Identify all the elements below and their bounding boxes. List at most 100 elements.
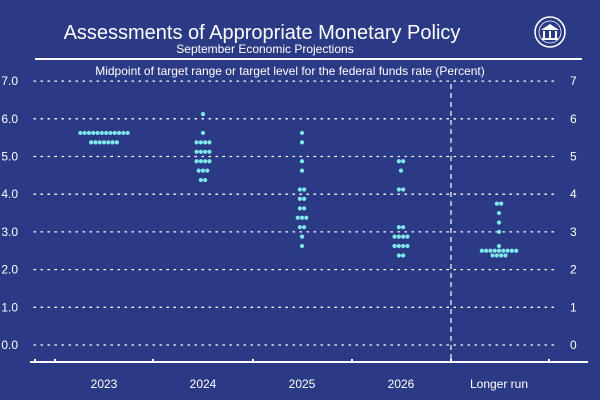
data-point bbox=[198, 140, 203, 145]
data-point bbox=[116, 130, 122, 136]
y-tick-label-left: 3.0 bbox=[1, 225, 18, 239]
data-point bbox=[401, 187, 406, 192]
data-point bbox=[494, 253, 499, 258]
data-point bbox=[200, 168, 206, 173]
data-point bbox=[396, 225, 401, 230]
federal-reserve-seal-icon bbox=[534, 16, 566, 48]
data-point bbox=[299, 243, 305, 249]
data-point bbox=[198, 177, 203, 183]
y-tick-label-right: 7 bbox=[570, 74, 577, 88]
data-point bbox=[297, 187, 302, 192]
y-tick-label-left: 5.0 bbox=[1, 150, 18, 164]
data-point bbox=[99, 130, 104, 136]
data-point bbox=[496, 220, 502, 225]
y-tick-label-left: 2.0 bbox=[1, 263, 18, 277]
data-point bbox=[198, 159, 203, 164]
data-point bbox=[302, 225, 307, 230]
data-point bbox=[496, 229, 502, 234]
data-point bbox=[89, 140, 94, 145]
y-tick-label-left: 1.0 bbox=[1, 300, 18, 314]
data-point bbox=[302, 196, 307, 202]
data-point bbox=[304, 215, 309, 220]
y-tick-label-right: 3 bbox=[570, 225, 577, 239]
data-point bbox=[302, 206, 307, 211]
data-point bbox=[106, 140, 111, 145]
data-point bbox=[207, 159, 212, 164]
x-axis bbox=[30, 359, 588, 363]
y-tick-label-left: 0.0 bbox=[1, 338, 18, 352]
data-point bbox=[203, 159, 208, 164]
data-point bbox=[86, 130, 92, 136]
data-point bbox=[401, 234, 406, 239]
data-point bbox=[200, 130, 206, 136]
data-point bbox=[205, 168, 210, 173]
data-point bbox=[295, 215, 300, 220]
data-point bbox=[93, 140, 98, 145]
data-point bbox=[114, 140, 119, 145]
data-point bbox=[484, 248, 489, 253]
data-point bbox=[490, 253, 495, 258]
data-point bbox=[392, 234, 397, 239]
data-point bbox=[196, 168, 201, 173]
data-point bbox=[496, 248, 502, 253]
data-point bbox=[396, 234, 401, 239]
data-point bbox=[207, 140, 212, 145]
data-point bbox=[494, 201, 499, 206]
data-point bbox=[121, 130, 126, 136]
data-point bbox=[488, 248, 493, 253]
y-axis-left: 0.0 1.0 2.0 3.0 4.0 5.0 6.0 7.0 bbox=[1, 74, 18, 352]
y-tick-label-left: 6.0 bbox=[1, 112, 18, 126]
data-point bbox=[499, 201, 504, 206]
y-tick-label-right: 0 bbox=[570, 338, 577, 352]
data-point bbox=[405, 234, 410, 239]
data-point bbox=[194, 140, 199, 145]
data-point bbox=[392, 243, 397, 249]
page-title: Assessments of Appropriate Monetary Poli… bbox=[64, 22, 461, 44]
data-point bbox=[91, 130, 96, 136]
data-point bbox=[299, 130, 305, 136]
data-point bbox=[299, 159, 305, 164]
y-axis-right: 0 1 2 3 4 5 6 7 bbox=[570, 74, 577, 352]
grid bbox=[33, 80, 557, 346]
data-point bbox=[112, 130, 117, 136]
data-point bbox=[95, 130, 100, 136]
data-point bbox=[396, 187, 401, 192]
data-point bbox=[398, 168, 404, 173]
x-tick-label: 2026 bbox=[388, 377, 415, 391]
data-point bbox=[101, 140, 107, 145]
x-axis-labels: 2023 2024 2025 2026 Longer run bbox=[91, 377, 528, 391]
data-point bbox=[299, 234, 305, 239]
data-point bbox=[299, 168, 305, 173]
data-point bbox=[203, 149, 208, 154]
x-tick-label: 2024 bbox=[190, 377, 217, 391]
y-tick-label-right: 6 bbox=[570, 112, 577, 126]
y-tick-label-left: 4.0 bbox=[1, 187, 18, 201]
chart-title: Midpoint of target range or target level… bbox=[95, 64, 485, 78]
data-point bbox=[207, 149, 212, 154]
data-point bbox=[108, 130, 113, 136]
data-point bbox=[401, 225, 406, 230]
data-point bbox=[200, 111, 206, 117]
data-point bbox=[299, 215, 305, 220]
y-tick-label-right: 4 bbox=[570, 187, 577, 201]
data-point bbox=[78, 130, 83, 136]
data-point bbox=[203, 177, 208, 183]
data-point bbox=[401, 159, 406, 164]
x-tick-label: Longer run bbox=[470, 377, 528, 391]
data-point bbox=[297, 225, 302, 230]
data-point bbox=[496, 243, 502, 249]
y-tick-label-right: 5 bbox=[570, 150, 577, 164]
data-point bbox=[110, 140, 115, 145]
data-point bbox=[396, 159, 401, 164]
dots bbox=[78, 111, 519, 258]
y-tick-label-left: 7.0 bbox=[1, 74, 18, 88]
data-point bbox=[479, 248, 484, 253]
data-point bbox=[299, 140, 305, 145]
data-point bbox=[396, 243, 401, 249]
data-point bbox=[401, 243, 406, 249]
y-tick-label-right: 2 bbox=[570, 263, 577, 277]
page-subtitle: September Economic Projections bbox=[176, 42, 353, 56]
data-point bbox=[203, 140, 208, 145]
data-point bbox=[396, 253, 401, 258]
